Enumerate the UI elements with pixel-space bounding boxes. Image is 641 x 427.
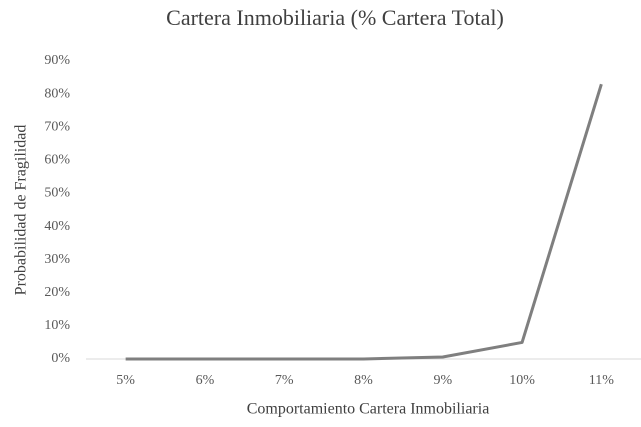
line-series <box>125 83 603 361</box>
chart-title: Cartera Inmobiliaria (% Cartera Total) <box>166 5 504 30</box>
y-tick-label: 80% <box>44 86 70 101</box>
x-tick-label: 8% <box>354 373 373 388</box>
x-tick-label: 6% <box>196 373 215 388</box>
y-tick-label: 40% <box>44 219 70 234</box>
x-tick-label: 11% <box>589 373 614 388</box>
y-tick-label: 10% <box>44 318 70 333</box>
x-tick-label: 10% <box>509 373 535 388</box>
y-tick-label: 20% <box>44 285 70 300</box>
y-tick-label: 60% <box>44 153 70 168</box>
y-tick-label: 50% <box>44 186 70 201</box>
y-tick-label: 30% <box>44 252 70 267</box>
y-tick-label: 0% <box>51 351 70 366</box>
x-tick-label: 7% <box>275 373 294 388</box>
y-tick-label: 70% <box>44 119 70 134</box>
x-tick-label: 9% <box>433 373 452 388</box>
x-axis-label: Comportamiento Cartera Inmobiliaria <box>247 401 490 418</box>
y-tick-label: 90% <box>44 53 70 68</box>
y-axis-label: Probabilidad de Fragilidad <box>13 125 30 296</box>
x-tick-label: 5% <box>116 373 135 388</box>
